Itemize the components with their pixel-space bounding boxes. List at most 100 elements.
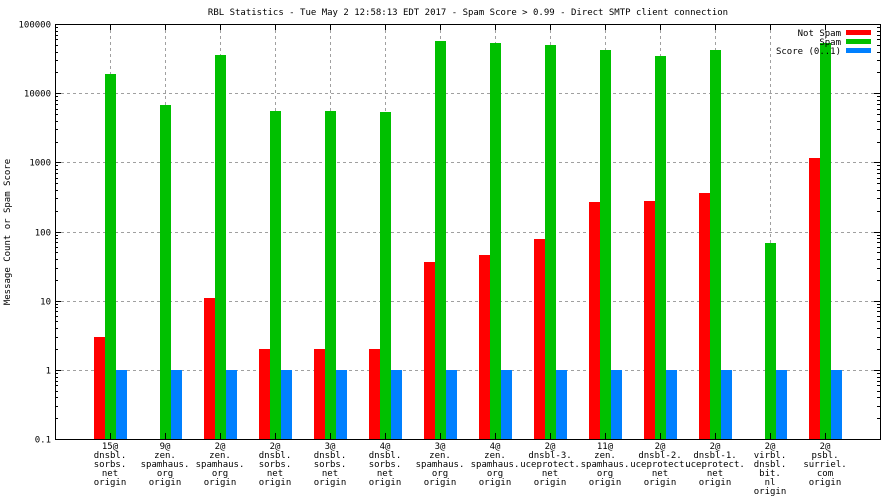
x-tick-label-line: dnsbl. [94,451,127,461]
x-tick-label-line: zen. [484,451,506,461]
bar-not-spam [699,193,710,439]
x-tick-label-line: 15@ [102,442,119,452]
x-tick-label-line: zen. [154,451,176,461]
x-tick-label-line: zen. [209,451,231,461]
x-tick-label-line: surriel. [803,460,846,470]
x-tick-label-line: psbl. [811,451,838,461]
x-tick-label-line: origin [424,478,457,488]
x-tick-label-line: net [267,469,283,479]
bar-not-spam [204,298,215,439]
bar-spam [215,55,226,439]
x-tick-label-line: 3@ [325,442,336,452]
x-tick-label-line: sorbs. [94,460,127,470]
bar-spam [545,45,556,439]
bar-not-spam [479,255,490,439]
x-tick-label-line: org [432,469,448,479]
x-tick-label-line: org [212,469,228,479]
bar-score-0-1 [446,370,457,439]
x-tick-label-line: origin [204,478,237,488]
y-tick-label: 100000 [18,21,51,31]
x-tick-label-line: spamhaus. [196,460,245,470]
y-tick-label: 100 [35,229,51,239]
x-tick-label-line: net [707,469,723,479]
x-tick-label-line: spamhaus. [581,460,630,470]
y-tick-label: 1000 [29,159,51,169]
x-tick-label-line: net [322,469,338,479]
bar-not-spam [369,349,380,439]
x-tick-label-line: sorbs. [369,460,402,470]
x-tick-label-line: bit. [759,469,781,479]
x-tick-label-line: origin [754,487,787,497]
x-tick-label-line: dnsbl. [314,451,347,461]
bar-spam [765,243,776,439]
bar-spam [490,43,501,439]
x-tick-label-line: dnsbl-2. [638,451,681,461]
bar-not-spam [534,239,545,439]
bar-score-0-1 [556,370,567,439]
x-tick-label-line: net [102,469,118,479]
x-tick-label-line: origin [589,478,622,488]
legend-swatch [846,30,871,35]
bar-not-spam [589,202,600,439]
x-tick-label-line: 4@ [490,442,501,452]
plot-border [55,24,881,440]
x-tick-label-line: spamhaus. [141,460,190,470]
x-tick-label-line: spamhaus. [416,460,465,470]
bar-spam [435,41,446,439]
bar-score-0-1 [721,370,732,439]
x-tick-label-line: origin [534,478,567,488]
bar-score-0-1 [171,370,182,439]
bar-not-spam [314,349,325,439]
bar-not-spam [424,262,435,439]
bar-not-spam [644,201,655,439]
x-tick-label-line: com [817,469,833,479]
x-tick-label-line: origin [809,478,842,488]
bar-score-0-1 [281,370,292,439]
x-tick-label-line: 2@ [270,442,281,452]
x-tick-label-line: 3@ [435,442,446,452]
x-tick-label-line: 2@ [655,442,666,452]
x-tick-label-line: origin [644,478,677,488]
x-tick-label-line: origin [479,478,512,488]
x-tick-label-line: 11@ [597,442,614,452]
y-tick-label: 10000 [24,90,51,100]
bar-spam [325,111,336,439]
bar-spam [600,50,611,439]
bar-spam [820,43,831,439]
y-tick-label: 10 [40,298,51,308]
x-tick-label-line: zen. [429,451,451,461]
x-tick-label-line: net [652,469,668,479]
x-tick-label-line: dnsbl-1. [693,451,736,461]
bar-not-spam [94,337,105,439]
x-tick-label-line: origin [699,478,732,488]
bar-score-0-1 [831,370,842,439]
y-tick-label: 0.1 [35,436,51,446]
x-tick-label-line: sorbs. [314,460,347,470]
x-tick-label-line: dnsbl. [259,451,292,461]
legend-swatch [846,48,871,53]
x-tick-label-line: 2@ [545,442,556,452]
bar-spam [105,74,116,439]
bars [94,41,842,439]
x-tick-label-line: origin [369,478,402,488]
x-tick-label-line: zen. [594,451,616,461]
x-tick-label-line: origin [149,478,182,488]
bar-score-0-1 [776,370,787,439]
x-tick-label-line: org [487,469,503,479]
x-tick-label-line: dnsbl-3. [528,451,571,461]
y-axis-label: Message Count or Spam Score [3,159,13,305]
legend-label: Score (0..1) [776,47,841,57]
x-tick-label-line: dnsbl. [369,451,402,461]
